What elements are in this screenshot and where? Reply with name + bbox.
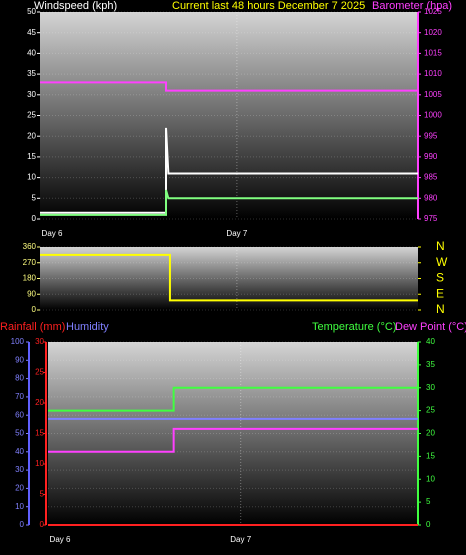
legend-entry: Rainfall (mm) [0,321,65,333]
legend-entry: Temperature (°C) [312,321,396,333]
y2-tick-label: 1025 [424,7,442,16]
y3-tick-label: 10 [35,459,44,468]
series-line [40,189,418,216]
y2-tick-label: 995 [424,131,438,140]
x-tick-label: Day 7 [230,535,251,544]
y3-tick-label: 25 [35,368,44,377]
y-tick-label: 30 [15,465,24,474]
y3-tick-label: 30 [35,337,44,346]
y3-tick-label: 0 [40,520,45,529]
y2-tick-label: 1000 [424,111,442,120]
chart-title: Current last 48 hours December 7 2025 [172,0,365,12]
y3-tick-label: 20 [35,398,44,407]
y2-tick-label: 30 [426,383,435,392]
y2-tick-label: 0 [426,520,431,529]
y2-tick-label: 1020 [424,28,442,37]
y2-tick-label: N [436,239,445,253]
y3-tick-label: 5 [40,490,45,499]
y-tick-label: 50 [15,429,24,438]
y-tick-label: 35 [27,69,36,78]
y2-tick-label: S [436,271,444,285]
y2-tick-label: 25 [426,406,435,415]
y-tick-label: 40 [27,49,36,58]
y-axis-label: Windspeed (kph) [34,0,117,12]
y-tick-label: 270 [23,258,37,267]
y2-tick-label: 5 [426,497,431,506]
series-line [40,253,418,302]
y-tick-label: 80 [15,374,24,383]
y-tick-label: 360 [23,242,37,251]
y3-tick-label: 15 [35,429,44,438]
plot-area [48,342,418,525]
y2-tick-label: 20 [426,429,435,438]
y-tick-label: 100 [11,337,25,346]
x-tick-label: Day 6 [50,535,71,544]
y2-tick-label: 35 [426,360,435,369]
y2-tick-label: 975 [424,214,438,223]
y-tick-label: 10 [27,173,36,182]
y-tick-label: 30 [27,90,36,99]
y-tick-label: 0 [20,520,25,529]
y-tick-label: 20 [15,484,24,493]
series-line [40,127,418,214]
y2-tick-label: 980 [424,193,438,202]
y2-tick-label: 985 [424,173,438,182]
y-tick-label: 70 [15,392,24,401]
plot-area [40,12,418,219]
y2-tick-label: 1010 [424,69,442,78]
y-tick-label: 60 [15,410,24,419]
legend-entry: Humidity [66,321,109,333]
series-line [48,427,418,453]
series-line [40,81,418,92]
y2-tick-label: 1015 [424,49,442,58]
y-tick-label: 20 [27,131,36,140]
y2-tick-label: 15 [426,451,435,460]
y-tick-label: 180 [23,274,37,283]
legend-entry: Dew Point (°C) [395,321,466,333]
y-tick-label: 10 [15,502,24,511]
y2-axis-label: Barometer (hpa) [372,0,452,12]
y-tick-label: 90 [15,355,24,364]
y2-tick-label: 990 [424,152,438,161]
y2-tick-label: 1005 [424,90,442,99]
y-tick-label: 90 [27,289,36,298]
y2-tick-label: 10 [426,474,435,483]
y-tick-label: 45 [27,28,36,37]
x-tick-label: Day 6 [42,229,63,238]
x-tick-label: Day 7 [226,229,247,238]
y-tick-label: 50 [27,7,36,16]
y-tick-label: 15 [27,152,36,161]
y2-tick-label: E [436,286,444,300]
y2-tick-label: 40 [426,337,435,346]
y-tick-label: 5 [32,193,37,202]
y-tick-label: 0 [32,305,37,314]
y-tick-label: 25 [27,111,36,120]
series-line [48,386,418,412]
y2-tick-label: N [436,302,445,316]
y-tick-label: 40 [15,447,24,456]
y-tick-label: 0 [32,214,37,223]
y2-tick-label: W [436,255,448,269]
